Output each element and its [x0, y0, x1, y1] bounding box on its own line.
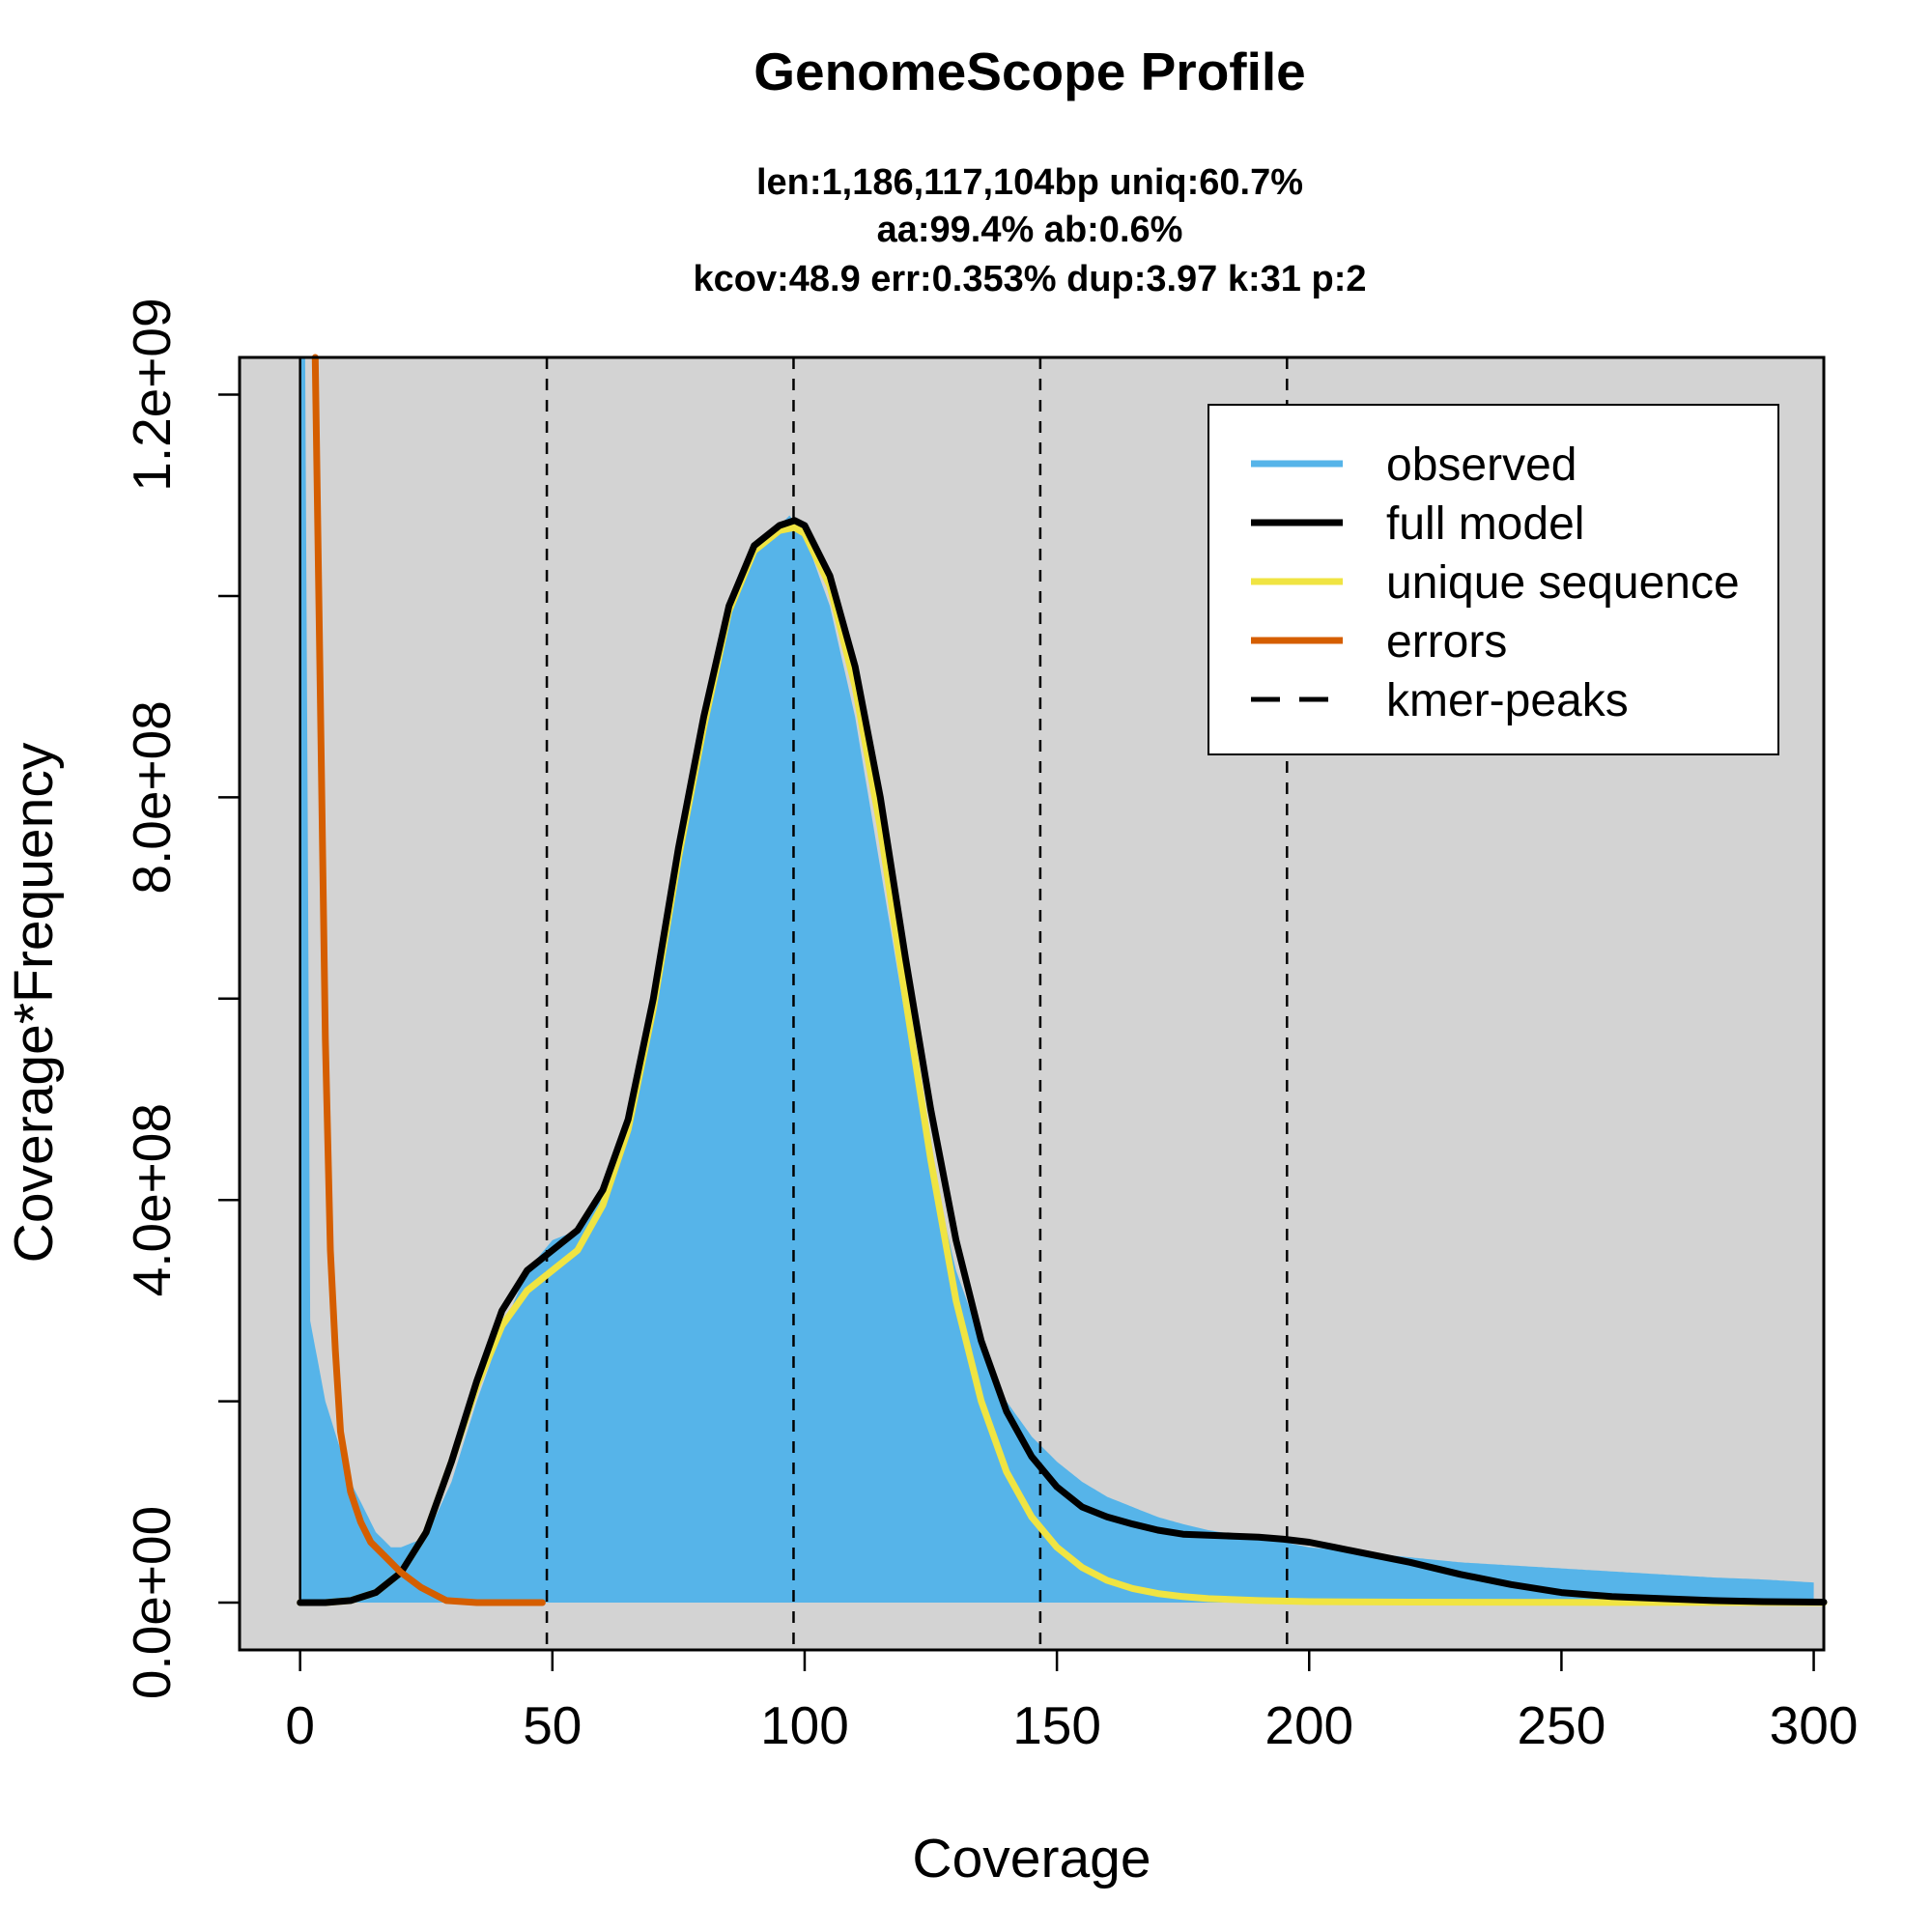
chart-subtitle-line-1: len:1,186,117,104bp uniq:60.7% — [756, 162, 1303, 203]
y-tick-label: 1.2e+09 — [122, 298, 182, 491]
x-tick-label: 100 — [760, 1695, 849, 1755]
chart-subtitle-line-2: aa:99.4% ab:0.6% — [877, 210, 1183, 250]
observed-series-layer — [299, 357, 1814, 1604]
plot-frame — [238, 355, 1826, 1652]
legend-label: observed — [1386, 440, 1577, 491]
errors-line — [311, 354, 546, 1606]
y-tick-label: 4.0e+08 — [122, 1103, 182, 1296]
x-tick-label: 150 — [1012, 1695, 1101, 1755]
x-tick-label: 50 — [523, 1695, 582, 1755]
legend-label: kmer-peaks — [1386, 675, 1629, 726]
x-tick-label: 250 — [1518, 1695, 1606, 1755]
x-axis-title: Coverage — [912, 1828, 1151, 1889]
legend-label: errors — [1386, 616, 1507, 668]
y-tick-label: 0.0e+00 — [122, 1506, 182, 1699]
legend-label: full model — [1386, 498, 1584, 550]
x-tick-label: 300 — [1770, 1695, 1859, 1755]
x-axis: 0 50 100 150 200 250 300 — [285, 1650, 1858, 1755]
y-axis-title: Coverage*Frequency — [3, 742, 65, 1263]
y-tick-label: 8.0e+08 — [122, 700, 182, 894]
x-tick-label: 0 — [285, 1695, 315, 1755]
x-tick-label: 200 — [1264, 1695, 1353, 1755]
chart-subtitle-line-3: kcov:48.9 err:0.353% dup:3.97 k:31 p:2 — [693, 259, 1366, 299]
legend: observed full model unique sequence errors k… — [1208, 404, 1779, 755]
model-lines-layer — [297, 354, 1828, 1606]
full-model-line — [297, 517, 1828, 1606]
observed-area — [299, 357, 1814, 1604]
y-axis: 0.0e+00 4.0e+08 8.0e+08 1.2e+09 — [122, 298, 240, 1699]
chart-title: GenomeScope Profile — [753, 42, 1306, 101]
legend-label: unique sequence — [1386, 557, 1740, 609]
